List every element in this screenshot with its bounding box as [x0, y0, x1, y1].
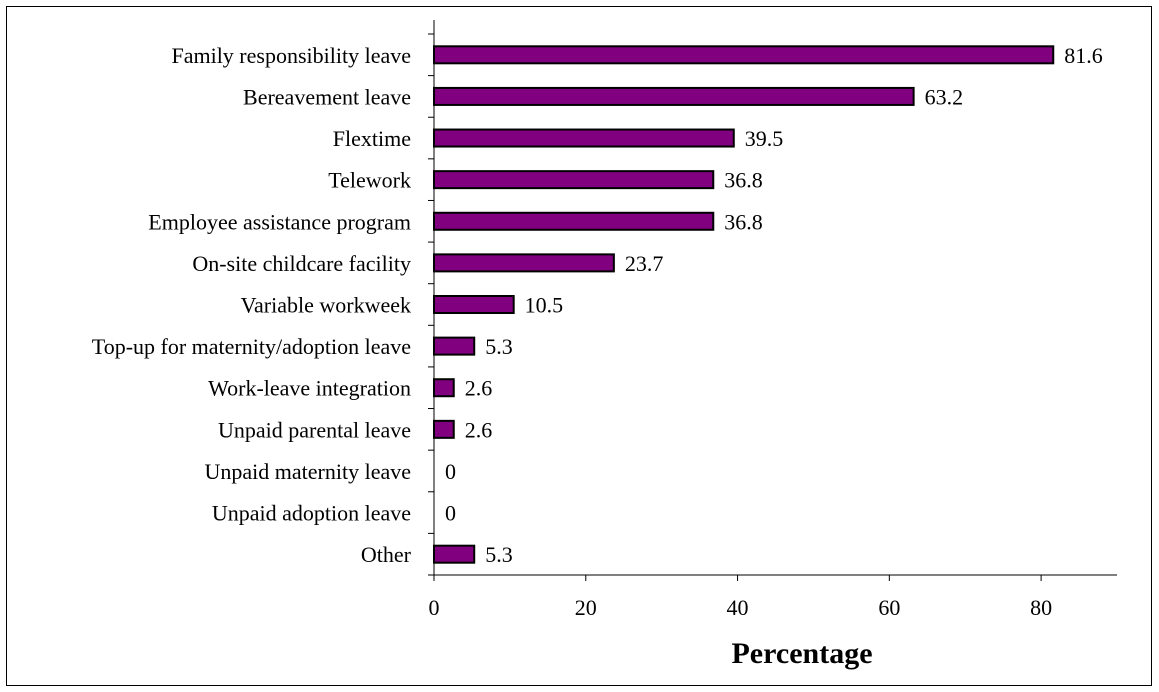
bar — [433, 544, 476, 564]
category-label: Employee assistance program — [148, 209, 411, 234]
category-label: Telework — [328, 168, 411, 193]
data-label: 36.8 — [724, 209, 763, 234]
category-label: Top-up for maternity/adoption leave — [92, 334, 411, 359]
data-label: 0 — [445, 501, 456, 526]
x-tick-label: 20 — [575, 595, 597, 620]
data-label: 2.6 — [465, 376, 493, 401]
category-label: Unpaid maternity leave — [205, 459, 411, 484]
category-label: On-site childcare facility — [192, 251, 411, 276]
x-tick-label: 0 — [429, 595, 440, 620]
data-label: 2.6 — [465, 417, 493, 442]
bar — [433, 211, 715, 231]
category-label: Work-leave integration — [208, 376, 411, 401]
x-tick-label: 40 — [727, 595, 749, 620]
bar — [433, 253, 615, 273]
data-label: 23.7 — [625, 251, 664, 276]
x-tick-label: 80 — [1030, 595, 1052, 620]
bar — [433, 86, 915, 106]
x-axis-title: Percentage — [731, 637, 872, 670]
data-label: 36.8 — [724, 168, 763, 193]
bar — [433, 378, 455, 398]
data-label: 10.5 — [525, 293, 564, 318]
data-label: 39.5 — [745, 126, 784, 151]
category-label: Bereavement leave — [243, 84, 411, 109]
value-labels: 81.6 63.2 39.5 36.8 36.8 23.7 10.5 5.3 2.6 2.6 0 0 5… — [445, 43, 1103, 567]
data-label: 81.6 — [1064, 43, 1103, 68]
x-tick-labels: 0 20 40 60 80 — [429, 595, 1053, 620]
bar — [433, 419, 455, 439]
category-label: Other — [361, 542, 412, 567]
bar — [433, 295, 515, 314]
bars — [433, 45, 1055, 564]
category-label: Unpaid parental leave — [218, 417, 411, 442]
bar — [433, 45, 1055, 65]
category-labels: Family responsibility leave Bereavement l… — [92, 43, 412, 567]
category-label: Family responsibility leave — [171, 43, 411, 68]
category-label: Unpaid adoption leave — [212, 501, 411, 526]
data-label: 5.3 — [485, 542, 512, 567]
data-label: 63.2 — [925, 84, 964, 109]
category-label: Variable workweek — [241, 293, 411, 318]
chart-frame — [6, 6, 1152, 686]
bar — [433, 170, 715, 190]
axes — [428, 20, 1117, 581]
bar — [433, 128, 735, 148]
data-label: 0 — [445, 459, 456, 484]
x-tick-label: 60 — [878, 595, 900, 620]
bar — [433, 336, 476, 356]
data-label: 5.3 — [485, 334, 512, 359]
category-label: Flextime — [333, 126, 411, 151]
